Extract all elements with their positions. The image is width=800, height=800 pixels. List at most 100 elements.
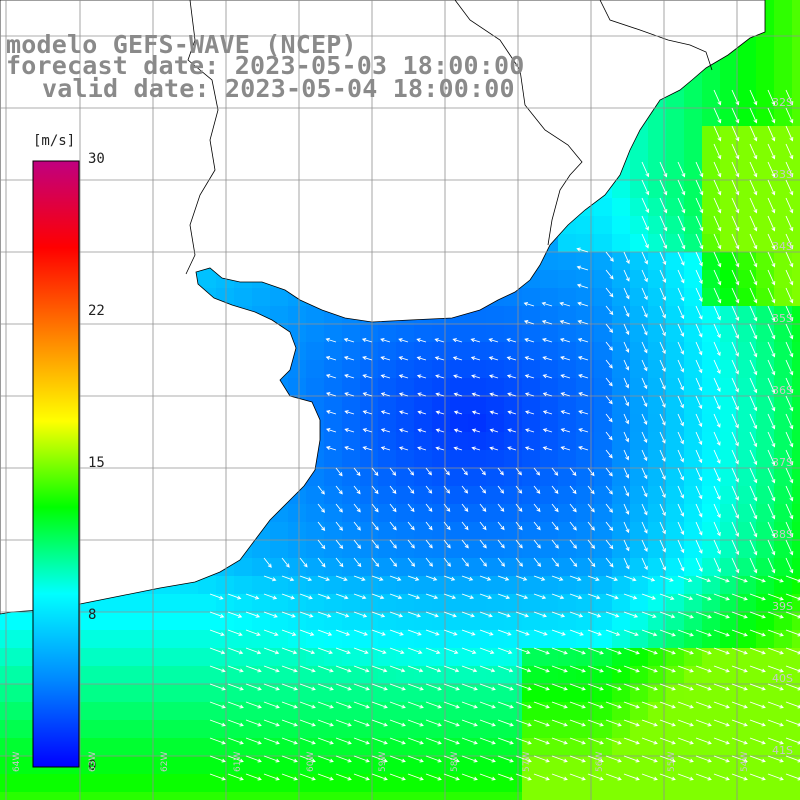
wind-arrow xyxy=(713,485,721,501)
wind-arrow xyxy=(605,485,613,495)
field-cell xyxy=(720,594,739,613)
field-cell xyxy=(792,414,800,433)
field-cell xyxy=(306,684,325,703)
field-cell xyxy=(504,468,523,487)
wind-arrow xyxy=(785,413,794,430)
field-cell xyxy=(666,576,685,595)
field-cell xyxy=(504,432,523,451)
wind-arrow xyxy=(623,413,630,425)
wind-arrow xyxy=(353,773,370,781)
wind-arrow xyxy=(389,611,404,618)
wind-arrow xyxy=(659,215,668,232)
field-cell xyxy=(540,450,559,469)
wind-arrow xyxy=(713,647,730,655)
wind-arrow xyxy=(713,161,722,178)
wind-arrow xyxy=(380,392,391,397)
field-cell xyxy=(396,774,415,793)
field-cell xyxy=(90,702,109,721)
wind-arrow xyxy=(326,428,337,433)
wind-arrow xyxy=(470,356,481,361)
field-cell xyxy=(162,594,181,613)
field-cell xyxy=(450,486,469,505)
field-cell xyxy=(306,360,325,379)
field-cell xyxy=(792,342,800,361)
wind-arrow xyxy=(677,773,694,781)
wind-arrow xyxy=(317,701,334,709)
field-cell xyxy=(792,378,800,397)
wind-arrow xyxy=(479,683,496,691)
field-cell xyxy=(252,774,271,793)
field-cell xyxy=(630,774,649,793)
field-cell xyxy=(612,702,631,721)
wind-arrow xyxy=(317,629,333,636)
field-cell xyxy=(324,450,343,469)
wind-arrow xyxy=(344,446,355,451)
field-cell xyxy=(378,378,397,397)
field-cell xyxy=(396,360,415,379)
wind-arrow xyxy=(695,485,703,500)
wind-arrow xyxy=(461,575,474,581)
field-cell xyxy=(504,486,523,505)
wind-arrow xyxy=(371,719,388,727)
wind-arrow xyxy=(569,665,586,673)
wind-arrow xyxy=(677,467,684,481)
field-cell xyxy=(396,702,415,721)
wind-arrow xyxy=(353,647,369,655)
field-cell xyxy=(162,720,181,739)
field-cell xyxy=(792,432,800,451)
wind-arrow xyxy=(209,593,224,600)
wind-arrow xyxy=(767,359,776,376)
wind-arrow xyxy=(515,665,532,673)
lon-label: 61W xyxy=(233,751,243,772)
wind-arrow xyxy=(605,413,613,423)
field-cell xyxy=(792,18,800,37)
field-cell xyxy=(360,468,379,487)
wind-arrow xyxy=(443,485,451,494)
wind-arrow xyxy=(623,341,630,353)
wind-arrow xyxy=(577,337,589,343)
wind-arrow xyxy=(533,503,541,513)
wind-arrow xyxy=(641,773,658,781)
wind-arrow xyxy=(443,539,451,549)
field-cell xyxy=(360,756,379,775)
field-cell xyxy=(450,648,469,667)
wind-arrow xyxy=(587,539,596,549)
wind-arrow xyxy=(227,683,244,691)
field-cell xyxy=(504,342,523,361)
wind-arrow xyxy=(677,215,686,232)
field-cell xyxy=(666,612,685,631)
wind-arrow xyxy=(371,737,388,745)
field-cell xyxy=(342,360,361,379)
field-cell xyxy=(126,756,145,775)
field-cell xyxy=(72,792,91,800)
field-cell xyxy=(18,612,37,631)
wind-arrow xyxy=(551,521,559,531)
field-cell xyxy=(540,378,559,397)
wind-arrow xyxy=(677,377,684,391)
wind-arrow xyxy=(317,665,334,673)
wind-arrow xyxy=(695,755,712,763)
land-mass xyxy=(0,0,766,615)
wind-arrow xyxy=(677,737,694,745)
wind-arrow xyxy=(713,359,721,375)
wind-arrow xyxy=(731,431,739,447)
field-cell xyxy=(504,792,523,800)
field-cell xyxy=(630,738,649,757)
field-cell xyxy=(306,558,325,577)
wind-arrow xyxy=(435,392,445,397)
field-cell xyxy=(684,612,703,631)
field-cell xyxy=(792,594,800,613)
wind-arrow xyxy=(542,446,553,451)
wind-arrow xyxy=(227,665,244,673)
wind-arrow xyxy=(209,773,226,781)
field-cell xyxy=(486,450,505,469)
wind-arrow xyxy=(659,377,666,390)
wind-arrow xyxy=(731,719,748,727)
wind-arrow xyxy=(515,611,530,618)
wind-arrow xyxy=(515,539,523,549)
wind-arrow xyxy=(749,305,758,322)
wind-arrow xyxy=(785,557,794,574)
wind-arrow xyxy=(659,557,667,571)
field-cell xyxy=(90,648,109,667)
field-cell xyxy=(342,702,361,721)
